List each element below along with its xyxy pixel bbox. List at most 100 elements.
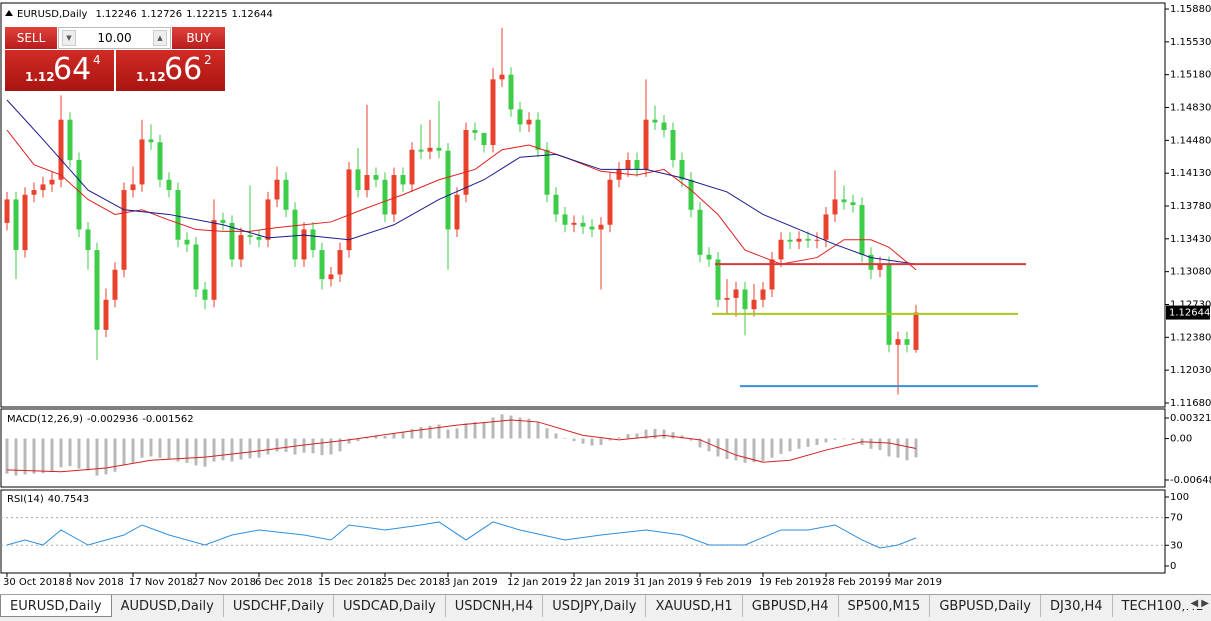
price-marker-label: 1.12644: [1169, 308, 1210, 319]
macd-bar: [743, 438, 747, 463]
chart-tab[interactable]: DJ30,H4: [1041, 595, 1113, 617]
chart-tab[interactable]: USDCNH,H4: [446, 595, 544, 617]
macd-bar: [617, 437, 621, 439]
macd-bar: [545, 428, 549, 439]
candle-body: [760, 289, 766, 300]
macd-bar: [257, 438, 261, 458]
y-tick-label: 0.00: [1170, 434, 1192, 445]
chart-tab[interactable]: USDCAD,Daily: [334, 595, 446, 617]
chart-tab[interactable]: AUDUSD,Daily: [112, 595, 224, 617]
chart-tab[interactable]: EURUSD,Daily: [0, 595, 112, 617]
candle-body: [553, 194, 559, 215]
y-tick-label: 1.13430: [1170, 234, 1211, 245]
candle-body: [427, 147, 433, 152]
macd-bar: [95, 438, 99, 476]
macd-bar: [311, 438, 315, 454]
macd-bar: [698, 438, 702, 448]
buy-price[interactable]: 1.12 66 2: [116, 50, 225, 91]
candle-body: [643, 119, 649, 170]
candle-body: [76, 160, 82, 230]
buy-button[interactable]: BUY: [172, 27, 225, 49]
macd-bar: [707, 438, 711, 452]
y-tick-label: 0.003216: [1170, 413, 1211, 424]
candle-body: [454, 194, 460, 230]
candle-body: [157, 142, 163, 180]
last-close: 1.12644: [232, 9, 273, 20]
candle-body: [22, 194, 28, 251]
candle-body: [112, 269, 118, 300]
candle-body: [445, 150, 451, 230]
macd-bar: [5, 438, 9, 474]
candle-body: [823, 214, 829, 240]
chart-tab[interactable]: GBPUSD,H4: [743, 595, 839, 617]
macd-bar: [770, 438, 774, 458]
increase[interactable]: ▲: [153, 30, 167, 46]
candle-body: [535, 119, 541, 150]
macd-bar: [518, 417, 522, 439]
last-open: 1.12246: [95, 9, 136, 20]
y-tick-label: 1.13780: [1170, 201, 1211, 212]
chart-header: EURUSD,Daily 1.12246 1.12726 1.12215 1.12644: [17, 9, 273, 20]
candle-body: [67, 119, 73, 161]
candle-body: [337, 250, 343, 275]
macd-bar: [347, 438, 351, 444]
y-tick-label: 1.15530: [1170, 37, 1211, 48]
macd-bar: [842, 438, 846, 440]
y-tick-label: 1.12730: [1170, 299, 1211, 310]
volume: 10.00: [97, 31, 132, 45]
sell-button[interactable]: SELL: [5, 27, 57, 49]
candle-body: [679, 160, 685, 180]
macd-bar: [797, 438, 801, 449]
chart-tab[interactable]: SP500,M15: [839, 595, 931, 617]
macd-bar: [329, 438, 333, 455]
macd-bar: [752, 438, 756, 463]
macd-bar: [815, 438, 819, 445]
candle-body: [490, 79, 496, 146]
candle-body: [562, 214, 568, 225]
x-tick-label: 3 Jan 2019: [444, 577, 498, 588]
macd-bar: [599, 438, 603, 445]
macd-bar: [509, 415, 513, 439]
macd-bar: [59, 438, 63, 468]
y-tick-label: -0.006485: [1170, 475, 1211, 486]
chart-tab[interactable]: XAUUSD,H1: [646, 595, 743, 617]
macd-bar: [572, 438, 576, 442]
macd-bar: [581, 438, 585, 444]
candle-body: [247, 235, 253, 237]
macd-bar: [158, 438, 162, 458]
y-tick-label: 1.12380: [1170, 332, 1211, 343]
macd-bar: [284, 438, 288, 452]
macd-bar: [410, 428, 414, 439]
sell-price[interactable]: 1.12 64 4: [5, 50, 114, 91]
candle-body: [607, 179, 613, 225]
macd-bar: [455, 428, 459, 439]
tab-scroll[interactable]: ◀ ▶: [1181, 598, 1209, 609]
chart-tab[interactable]: GBPUSD,Daily: [930, 595, 1041, 617]
x-tick-label: 9 Mar 2019: [885, 577, 942, 588]
candle-body: [94, 250, 100, 330]
macd-bar: [248, 438, 252, 459]
decrease[interactable]: ▼: [62, 30, 76, 46]
x-tick-label: 27 Nov 2018: [192, 577, 256, 588]
macd-bar: [806, 438, 810, 447]
candle-body: [616, 169, 622, 180]
rsi-pane: [0, 489, 1166, 574]
volume-input[interactable]: ▼ 10.00 ▲: [58, 27, 171, 49]
candle-body: [706, 254, 712, 260]
candle-body: [688, 179, 694, 210]
macd-bar: [851, 438, 855, 440]
macd-bar: [689, 438, 693, 441]
x-tick-label: 17 Nov 2018: [129, 577, 193, 588]
collapse-icon[interactable]: [5, 10, 13, 16]
candle-body: [40, 184, 46, 191]
macd-bar: [266, 438, 270, 455]
macd-bar: [446, 429, 450, 439]
candle-body: [400, 175, 406, 185]
macd-bar: [464, 423, 468, 439]
chart-tab[interactable]: USDJPY,Daily: [543, 595, 647, 617]
macd-bar: [554, 433, 558, 439]
macd-bar: [608, 438, 612, 441]
chart-tab[interactable]: USDCHF,Daily: [224, 595, 334, 617]
candle-body: [517, 109, 523, 125]
